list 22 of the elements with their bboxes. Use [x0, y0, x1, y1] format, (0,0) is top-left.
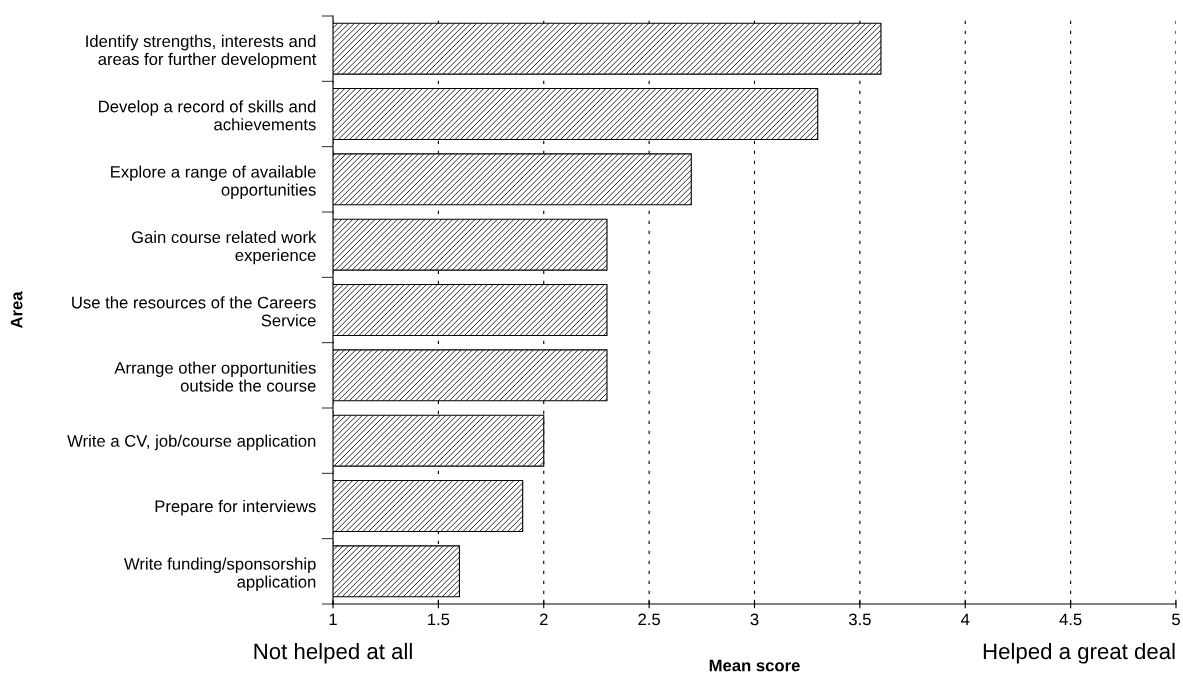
x-tick-label: 3.5: [848, 613, 871, 626]
y-axis-title: Area: [10, 291, 23, 329]
y-tick-label: Gain course related work experience: [131, 230, 317, 265]
y-tick-label: Arrange other opportunities outside the course: [114, 361, 316, 392]
x-tick-label: 5: [1172, 613, 1180, 626]
x-tick-label: 4.5: [1059, 613, 1082, 626]
x-tick-label: 1.5: [428, 613, 450, 626]
x-tick-label: 2.5: [638, 613, 661, 626]
text: Not helped at all: [254, 642, 412, 664]
y-tick-label: Explore a range of available opportunities: [111, 165, 316, 200]
x-axis-title: Mean score: [709, 659, 800, 672]
x-tick-label: 3: [750, 613, 759, 626]
x-tick-label: 2: [539, 613, 548, 626]
y-tick-label: Develop a record of skills and achievements: [99, 100, 316, 131]
text: Helped a great deal: [983, 642, 1175, 664]
y-tick-label: Write a CV, job/course application: [67, 434, 316, 451]
x-tick-label: 4: [961, 613, 970, 626]
x-tick-label: 1: [329, 613, 337, 626]
y-tick-label: Write funding/sponsorship application: [124, 557, 316, 592]
y-tick-label: Prepare for interviews: [155, 499, 316, 516]
y-tick-label: Use the resources of the Careers Service: [72, 296, 316, 327]
y-tick-label: Identify strengths, interests and areas for further development: [86, 34, 317, 69]
